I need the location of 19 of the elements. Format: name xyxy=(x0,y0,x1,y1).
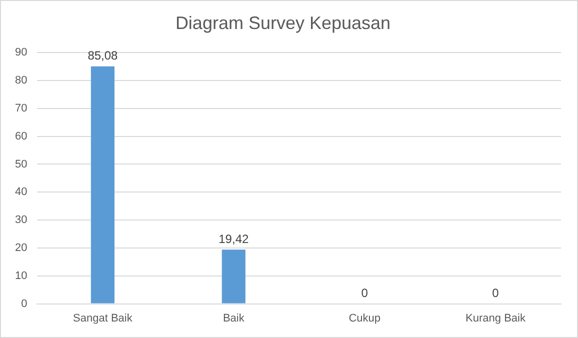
y-tick-label: 70 xyxy=(14,102,28,114)
data-label: 0 xyxy=(492,286,500,300)
y-tick-label: 90 xyxy=(14,46,28,59)
x-tick-label: Cukup xyxy=(348,312,380,324)
y-tick-label: 60 xyxy=(14,130,28,142)
data-label: 85,08 xyxy=(88,48,118,63)
y-tick-label: 30 xyxy=(14,214,28,226)
y-tick-label: 80 xyxy=(14,74,28,87)
x-tick-label: Baik xyxy=(222,312,245,324)
y-tick-label: 20 xyxy=(14,242,28,254)
x-tick-label: Kurang Baik xyxy=(466,312,526,324)
y-tick-label: 40 xyxy=(14,186,28,198)
y-tick-label: 50 xyxy=(14,158,28,170)
data-label: 19,42 xyxy=(218,232,249,246)
y-tick-label: 0 xyxy=(21,298,28,310)
data-label: 0 xyxy=(361,286,368,300)
chart-title: Diagram Survey Kepuasan xyxy=(175,12,391,33)
y-tick-label: 10 xyxy=(14,270,28,282)
x-tick-label: Sangat Baik xyxy=(73,312,133,324)
